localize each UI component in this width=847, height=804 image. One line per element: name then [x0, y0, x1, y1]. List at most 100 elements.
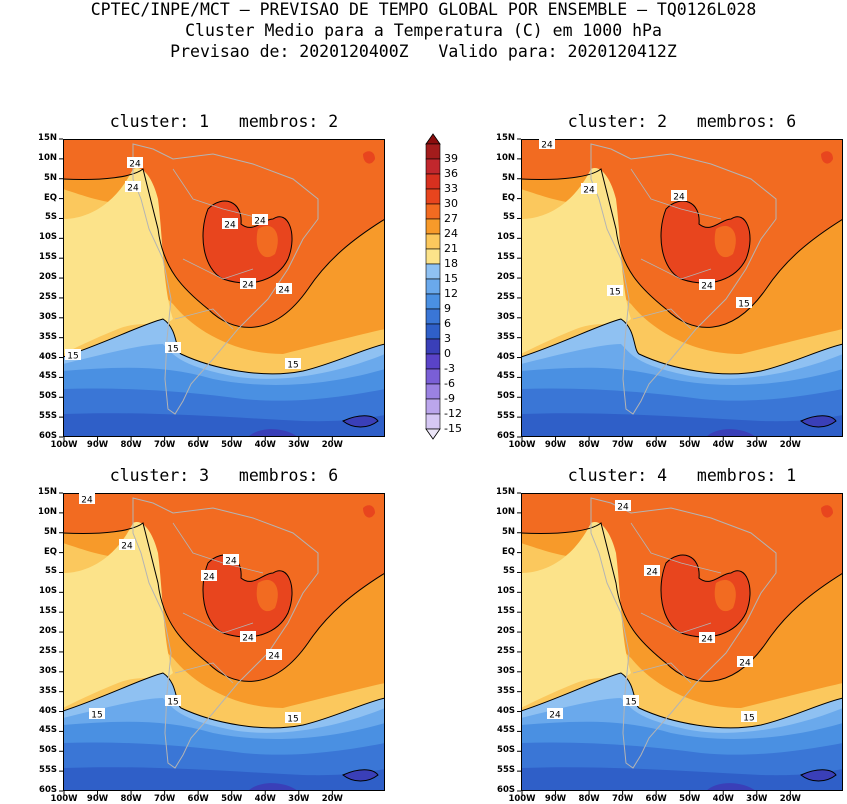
lat-label: 5S — [44, 566, 57, 577]
contour-15 — [521, 318, 843, 375]
lat-label: 30S — [39, 311, 57, 322]
contour-label: 24 — [583, 186, 595, 196]
colorbar-swatch — [425, 263, 441, 280]
lon-label: 40W — [712, 440, 734, 450]
temp-band-3 — [63, 767, 385, 791]
lon-label: 100W — [508, 440, 536, 450]
lat-label: 5N — [501, 172, 515, 183]
contour-label-box — [252, 214, 268, 225]
contour-label: 15 — [609, 288, 620, 298]
contour-24-interior — [202, 200, 293, 284]
colorbar-label: 36 — [444, 167, 458, 180]
lat-label: EQ — [43, 192, 57, 203]
lat-label: 60S — [39, 431, 57, 441]
temp-band-30-ocean — [363, 505, 375, 518]
lon-label: 50W — [221, 440, 243, 450]
contour-0 — [342, 769, 379, 782]
lat-label: 25S — [39, 291, 57, 302]
country-borders — [630, 522, 722, 684]
continent-outline — [132, 143, 319, 415]
contour-label-box — [127, 157, 143, 168]
lat-label: 45S — [497, 371, 515, 382]
lat-label: 15N — [38, 133, 57, 143]
colorbar-label: 33 — [444, 182, 458, 195]
colorbar-label: 39 — [444, 152, 458, 165]
contour-label-box — [240, 631, 256, 642]
contour-label-box — [276, 283, 292, 294]
lon-label: 60W — [187, 440, 209, 450]
contour-label-box — [607, 285, 623, 296]
contour-label: 24 — [203, 573, 215, 583]
colorbar-swatch — [425, 368, 441, 385]
temp-band-0 — [343, 769, 378, 781]
temp-band-0 — [343, 415, 378, 427]
lat-label: 45S — [39, 725, 57, 736]
lat-label: 5S — [502, 212, 515, 223]
contour-label: 24 — [225, 557, 237, 567]
colorbar-swatch — [425, 173, 441, 190]
contour-label-box — [615, 500, 631, 511]
panel-title-4: cluster: 4 membros: 1 — [567, 466, 797, 485]
contour-label: 15 — [287, 715, 298, 725]
colorbar-swatch — [425, 218, 441, 235]
lat-label: 5N — [43, 526, 57, 537]
temp-band-27-core — [714, 579, 736, 612]
lon-label: 70W — [612, 794, 634, 804]
contour-label-box — [266, 649, 282, 660]
contour-label-box — [547, 708, 563, 719]
temp-band-18 — [521, 522, 631, 791]
contour-label: 15 — [625, 698, 636, 708]
lat-label: 15N — [38, 487, 57, 497]
lat-label: 55S — [39, 411, 57, 422]
figure-title-line1: CPTEC/INPE/MCT – PREVISAO DE TEMPO GLOBA… — [90, 0, 757, 19]
contour-label: 24 — [121, 542, 133, 552]
lat-label: 50S — [497, 391, 515, 402]
colorbar-swatch — [425, 308, 441, 325]
lat-label: 15S — [39, 252, 57, 263]
lat-label: 5N — [501, 526, 515, 537]
lon-label: 80W — [578, 794, 600, 804]
colorbar-swatch — [425, 203, 441, 220]
temp-band-3 — [521, 767, 843, 791]
colorbar-label: 27 — [444, 212, 458, 225]
lat-label: 50S — [497, 745, 515, 756]
contour-label-box — [699, 632, 715, 643]
lat-label: 60S — [497, 785, 515, 795]
map-frame — [63, 139, 385, 437]
temp-band-27-core — [256, 579, 278, 612]
lat-label: 45S — [497, 725, 515, 736]
lon-label: 30W — [288, 794, 310, 804]
lat-label: 15S — [39, 606, 57, 617]
lon-label: 100W — [508, 794, 536, 804]
contour-0 — [800, 769, 837, 782]
lat-label: EQ — [43, 546, 57, 557]
lat-label: 55S — [497, 411, 515, 422]
temp-band-30-ocean — [821, 505, 833, 518]
lat-label: 50S — [39, 391, 57, 402]
colorbar-swatch — [425, 338, 441, 355]
lat-label: 40S — [497, 351, 515, 362]
contour-label: 24 — [541, 141, 553, 151]
lon-label: 40W — [712, 794, 734, 804]
contour-label: 24 — [701, 635, 713, 645]
map-panel-3: 24 24 24 24 24 24 15 15 15 — [59, 492, 385, 795]
lat-label: 5S — [44, 212, 57, 223]
colorbar-swatch — [425, 293, 441, 310]
lat-label: 20S — [39, 272, 57, 283]
lat-label: 55S — [497, 765, 515, 776]
lon-label: 40W — [254, 440, 276, 450]
temp-band-30 — [203, 555, 293, 637]
contour-label-box — [119, 539, 135, 550]
contour-label-box — [699, 279, 715, 290]
contour-label-box — [737, 656, 753, 667]
contour-label-box — [644, 565, 660, 576]
lat-label: 40S — [39, 351, 57, 362]
contour-label-box — [285, 712, 301, 723]
colorbar-swatch — [425, 353, 441, 370]
contour-label: 24 — [242, 634, 254, 644]
colorbar-swatch — [425, 248, 441, 265]
continent-outline — [590, 143, 777, 415]
lat-label: 45S — [39, 371, 57, 382]
lat-label: 20S — [497, 272, 515, 283]
contour-label-box — [240, 278, 256, 289]
